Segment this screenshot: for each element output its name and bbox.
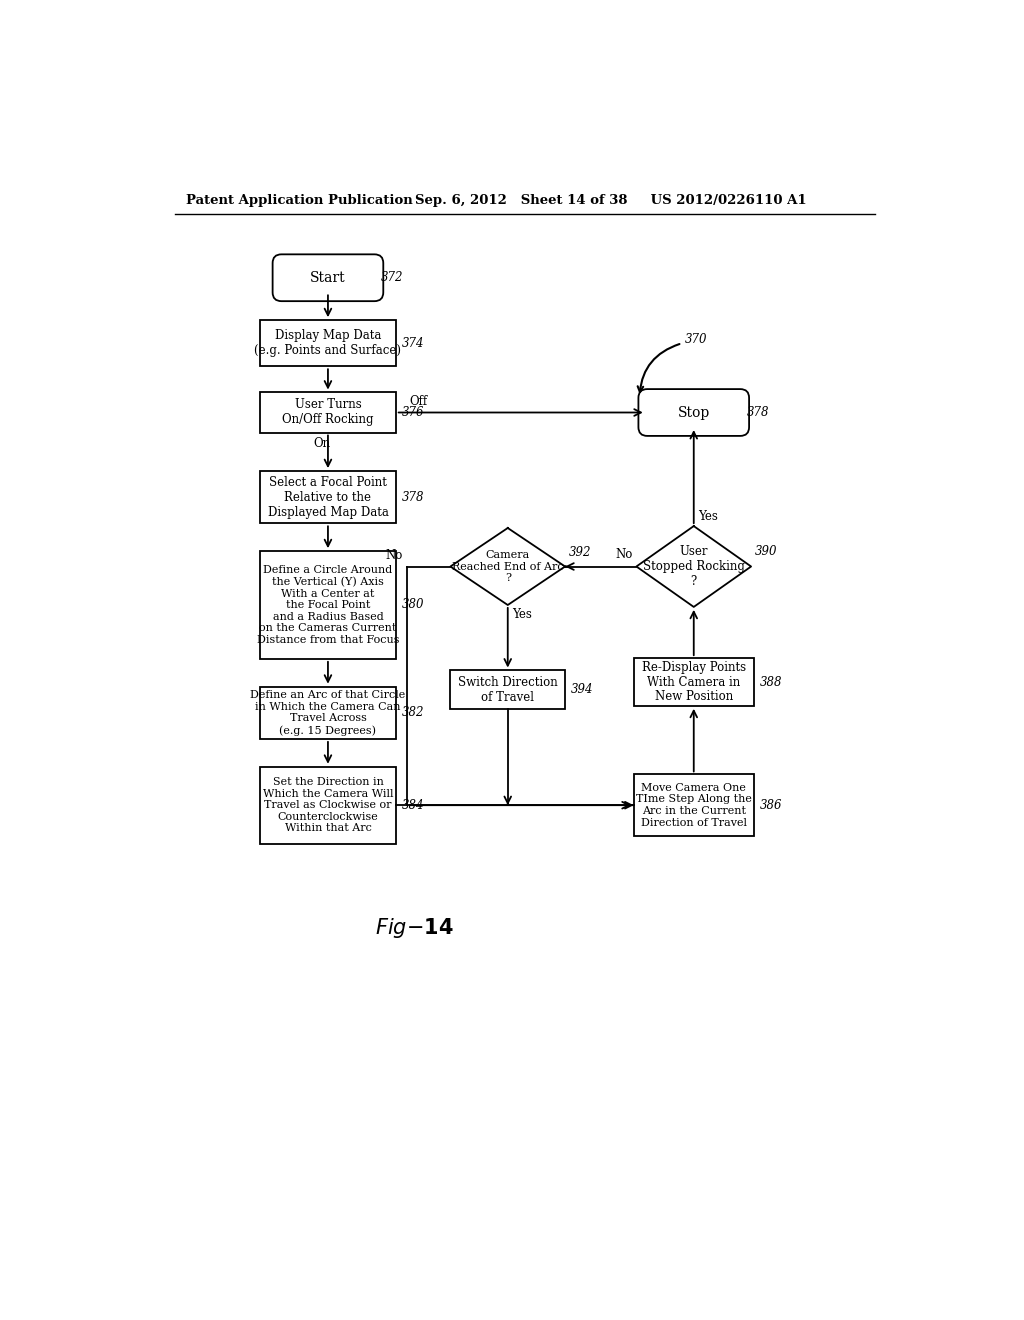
Text: User
Stopped Rocking
?: User Stopped Rocking ? [643, 545, 744, 587]
Text: 378: 378 [746, 407, 769, 418]
Text: Switch Direction
of Travel: Switch Direction of Travel [458, 676, 558, 704]
Text: Patent Application Publication: Patent Application Publication [186, 194, 413, 207]
Text: 388: 388 [760, 676, 782, 689]
Text: 378: 378 [402, 491, 425, 504]
Bar [260, 552, 395, 659]
Text: 384: 384 [402, 799, 425, 812]
Bar [260, 686, 395, 739]
Text: On: On [313, 437, 331, 450]
Text: Move Camera One
TIme Step Along the
Arc in the Current
Direction of Travel: Move Camera One TIme Step Along the Arc … [636, 783, 752, 828]
Text: Select a Focal Point
Relative to the
Displayed Map Data: Select a Focal Point Relative to the Dis… [267, 475, 388, 519]
Text: 390: 390 [755, 545, 777, 557]
Bar [451, 671, 565, 709]
Text: 372: 372 [381, 271, 403, 284]
Bar [260, 321, 395, 367]
Text: Stop: Stop [678, 405, 710, 420]
Bar [260, 471, 395, 523]
Text: Define an Arc of that Circle
in Which the Camera Can
Travel Across
(e.g. 15 Degr: Define an Arc of that Circle in Which th… [250, 690, 406, 735]
Text: Camera
Reached End of Arc
?: Camera Reached End of Arc ? [452, 550, 563, 583]
Text: 380: 380 [402, 598, 425, 611]
Text: 394: 394 [571, 684, 594, 696]
Text: Start: Start [310, 271, 346, 285]
Text: Off: Off [410, 395, 428, 408]
Text: No: No [386, 549, 403, 562]
Bar [634, 659, 754, 706]
Polygon shape [636, 527, 751, 607]
Text: 374: 374 [402, 337, 425, 350]
Text: User Turns
On/Off Rocking: User Turns On/Off Rocking [283, 399, 374, 426]
Polygon shape [451, 528, 565, 605]
Text: Yes: Yes [512, 607, 532, 620]
Bar [634, 775, 754, 836]
FancyBboxPatch shape [272, 255, 383, 301]
Text: 392: 392 [569, 546, 592, 560]
Text: Display Map Data
(e.g. Points and Surface): Display Map Data (e.g. Points and Surfac… [254, 329, 401, 358]
Text: 376: 376 [402, 407, 425, 418]
Text: Yes: Yes [698, 511, 718, 523]
Bar [260, 392, 395, 433]
FancyBboxPatch shape [638, 389, 750, 436]
Text: 370: 370 [684, 333, 707, 346]
Bar [260, 767, 395, 843]
Text: No: No [615, 548, 633, 561]
Text: Define a Circle Around
the Vertical (Y) Axis
With a Center at
the Focal Point
an: Define a Circle Around the Vertical (Y) … [257, 565, 399, 645]
Text: Set the Direction in
Which the Camera Will
Travel as Clockwise or
Counterclockwi: Set the Direction in Which the Camera Wi… [263, 777, 393, 833]
Text: 386: 386 [760, 799, 782, 812]
Text: 382: 382 [402, 706, 425, 719]
Text: $\mathit{Fig}$$-$$\mathbf{14}$: $\mathit{Fig}$$-$$\mathbf{14}$ [376, 916, 454, 940]
Text: Sep. 6, 2012   Sheet 14 of 38     US 2012/0226110 A1: Sep. 6, 2012 Sheet 14 of 38 US 2012/0226… [415, 194, 806, 207]
Text: Re-Display Points
With Camera in
New Position: Re-Display Points With Camera in New Pos… [642, 660, 745, 704]
